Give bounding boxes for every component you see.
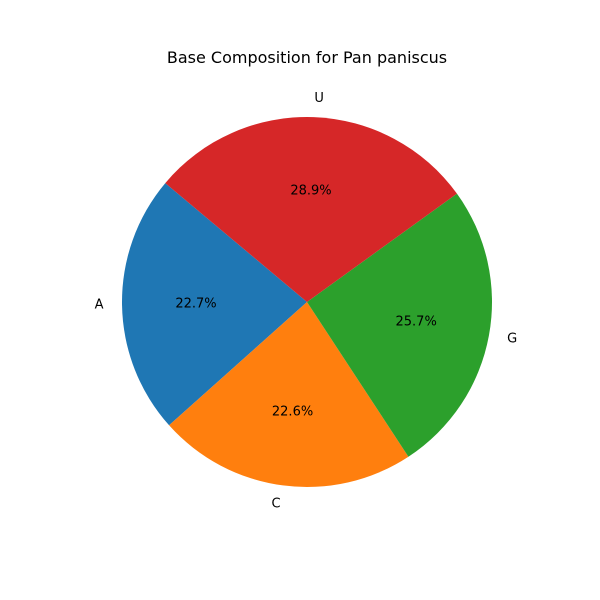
pie-slice-G xyxy=(307,193,492,457)
pie-slice-C xyxy=(169,302,409,487)
percent-label-G: 25.7% xyxy=(396,315,437,330)
slice-label-U: U xyxy=(314,91,324,106)
slice-label-A: A xyxy=(95,298,104,313)
pie-labels: A 22.7% C 22.6% G 25.7% U 28.9% xyxy=(95,91,518,511)
pie-slices xyxy=(121,116,492,487)
slice-label-G: G xyxy=(507,331,517,346)
slice-label-C: C xyxy=(271,496,280,511)
percent-label-U: 28.9% xyxy=(290,184,331,199)
pie-slice-A xyxy=(121,183,308,426)
percent-label-A: 22.7% xyxy=(175,296,216,311)
percent-label-C: 22.6% xyxy=(272,405,313,420)
pie-slice-U xyxy=(165,116,457,302)
chart-title: Base Composition for Pan paniscus xyxy=(167,48,447,67)
